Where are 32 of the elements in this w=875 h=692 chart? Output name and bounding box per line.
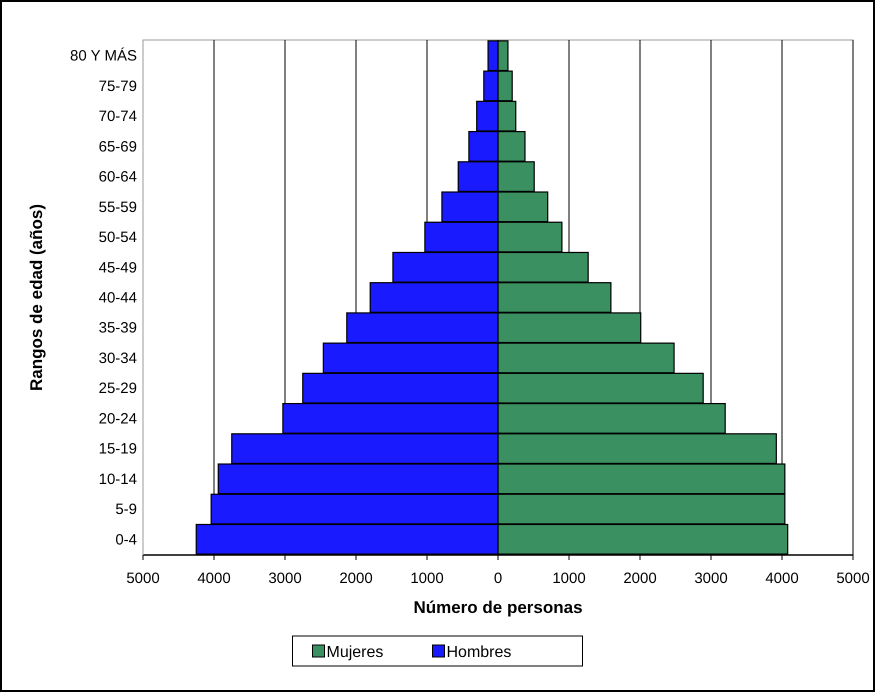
- y-tick-label: 30-34: [98, 350, 137, 367]
- y-tick-label: 40-44: [98, 290, 137, 306]
- y-tick-label: 70-74: [98, 108, 137, 126]
- y-tick-label: 50-54: [98, 229, 137, 246]
- x-tick-label: 2000: [623, 570, 657, 587]
- x-tick-label: 2000: [339, 570, 373, 587]
- y-tick-label: 55-59: [98, 198, 137, 216]
- y-tick-label: 5-9: [115, 501, 137, 518]
- y-tick-label: 25-29: [98, 380, 137, 398]
- legend-label: Hombres: [446, 644, 512, 661]
- x-tick-label: 1000: [552, 570, 586, 587]
- x-tick-label: 5000: [126, 570, 160, 587]
- x-tick-label: 1000: [410, 570, 444, 587]
- x-tick-label: 0: [494, 570, 502, 587]
- y-tick-label: 65-69: [98, 138, 137, 156]
- x-tick-label: 3000: [268, 570, 302, 587]
- y-tick-label: 45-49: [98, 259, 137, 276]
- x-tick-label: 4000: [765, 570, 799, 587]
- y-tick-label: 60-64: [98, 168, 137, 186]
- y-tick-label: 35-39: [98, 320, 137, 337]
- y-tick-label: 15-19: [98, 440, 137, 458]
- x-axis-title: Número de personas: [413, 598, 583, 617]
- y-tick-label: 10-14: [98, 470, 137, 488]
- y-tick-label: 20-24: [98, 410, 137, 428]
- x-tick-label: 4000: [197, 570, 231, 587]
- x-tick-label: 5000: [836, 570, 870, 587]
- y-axis-title: Rangos de edad (años): [27, 204, 46, 392]
- legend-label: Mujeres: [326, 644, 384, 661]
- y-tick-label: 0-4: [115, 531, 137, 548]
- y-tick-label: 75-79: [98, 78, 137, 95]
- y-tick-label: 80 Y MÁS: [70, 46, 137, 65]
- x-tick-label: 3000: [694, 570, 728, 587]
